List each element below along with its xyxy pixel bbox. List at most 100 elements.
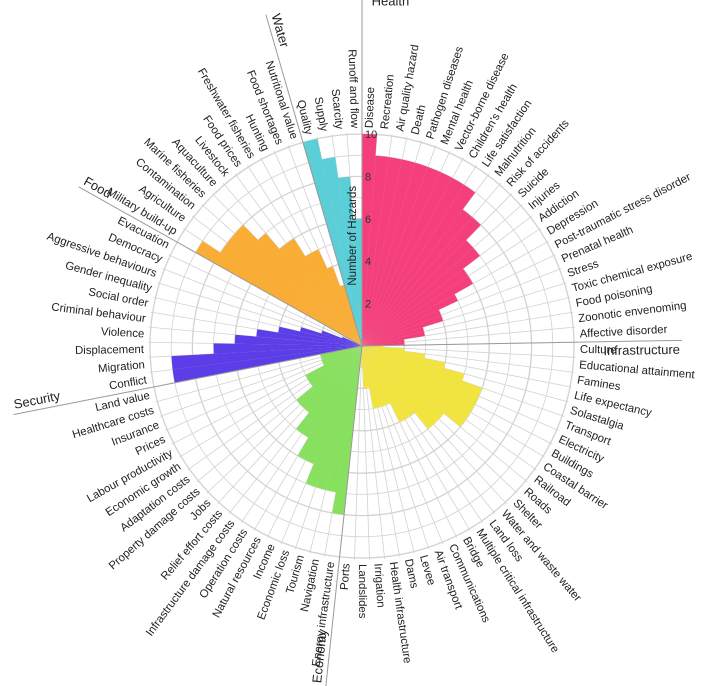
category-label: Dams — [402, 558, 420, 590]
bar-death — [362, 159, 416, 346]
bar-railroad — [362, 346, 466, 427]
bar-economic-loss — [305, 346, 362, 487]
group-labels: HealthInfrastructureEconomySecurityFoodW… — [12, 0, 682, 686]
bar-children-s-health — [362, 178, 465, 346]
group-label-water: Water — [268, 12, 292, 50]
grid-spoke — [361, 254, 556, 347]
category-label: Affective disorder — [579, 324, 668, 341]
bar-prenatal-health — [362, 309, 442, 346]
bar-tourism — [315, 346, 362, 490]
bar-mental-health — [362, 166, 441, 346]
grid-spoke — [196, 345, 363, 483]
grid-spoke — [316, 136, 363, 347]
bar-disease — [362, 134, 377, 346]
category-label: Conflict — [108, 374, 148, 392]
bar-electricity — [362, 346, 479, 405]
grid-spoke — [361, 345, 496, 514]
bar-marine-fisheries — [234, 225, 362, 346]
category-label: Scarcity — [329, 88, 345, 130]
bar-landslides — [361, 346, 363, 368]
category-label: Ports — [339, 563, 353, 591]
bar-zoonotic-envenoming — [362, 339, 405, 346]
bar-shelter — [362, 346, 439, 425]
bar-air-transport — [362, 346, 387, 407]
bar-food-prices — [286, 238, 362, 346]
group-separator — [78, 186, 363, 347]
category-label: Violence — [101, 326, 145, 340]
bar-water-and-waste-water — [362, 346, 434, 430]
bar-pathogen-diseases — [362, 162, 428, 346]
bar-stress — [362, 315, 444, 346]
bar-risk-of-accidents — [362, 216, 481, 346]
grid-spoke — [168, 254, 363, 347]
bar-injuries — [362, 247, 480, 346]
bar-post-traumatic-stress-disorder — [362, 294, 458, 346]
bar-land-loss — [362, 346, 415, 416]
bar-multiple-critical-infrastructure — [362, 346, 410, 420]
group-label-economy: Economy — [309, 628, 330, 684]
bar-malnutrition — [362, 209, 473, 346]
bar-coastal-barrier — [362, 346, 471, 420]
category-label: Recreation — [379, 74, 397, 130]
bar-infrastructure-damage-costs — [296, 346, 362, 434]
group-separator — [13, 345, 363, 415]
bar-property-damage-costs — [296, 346, 362, 405]
bar-depression — [362, 276, 473, 346]
bar-healthcare-costs — [321, 346, 362, 360]
bar-levee — [362, 346, 382, 408]
bar-agriculture — [220, 242, 362, 346]
grid-spoke — [361, 345, 370, 560]
bar-supply — [321, 157, 362, 346]
group-label-security: Security — [12, 388, 61, 412]
bar-dams — [362, 346, 378, 409]
category-label: Irrigation — [371, 563, 386, 608]
bar-air-quality-hazard — [362, 157, 403, 346]
bar-labour-productivity — [305, 346, 362, 380]
bar-livestock — [279, 243, 362, 346]
bar-contamination — [227, 233, 362, 346]
category-label: Landslides — [356, 564, 368, 619]
bar-life-satisfaction — [362, 184, 476, 346]
group-label-infrastructure: Infrastructure — [603, 342, 680, 358]
bar-navigation — [325, 346, 362, 493]
bar-hunting — [311, 249, 362, 346]
bar-recreation — [362, 155, 389, 346]
r-tick-label: 4 — [365, 256, 371, 268]
bar-violence — [234, 334, 362, 346]
bar-scarcity — [338, 176, 362, 346]
group-separator — [361, 339, 682, 347]
bar-toxic-chemical-exposure — [362, 327, 424, 346]
bar-life-expectancy — [362, 346, 446, 369]
bar-roads — [362, 346, 444, 419]
bar-educational-attainment — [362, 346, 405, 352]
bar-nutritional-value — [340, 284, 362, 346]
bar-irrigation — [362, 346, 367, 389]
category-label: Supply — [312, 96, 330, 133]
bar-aggressive-behaviours — [321, 330, 362, 346]
category-label: Migration — [98, 359, 146, 375]
bar-energy-infrastructure — [332, 346, 362, 515]
bar-addiction — [362, 268, 469, 346]
bar-insurance — [321, 346, 362, 363]
bar-prices — [323, 346, 362, 366]
bar-economic-growth — [307, 346, 362, 383]
r-axis-title: Number of Hazards — [347, 186, 359, 286]
bar-migration — [171, 346, 362, 370]
bar-aquaculture — [258, 233, 362, 346]
r-tick-label: 6 — [365, 214, 371, 226]
bar-operation-costs — [302, 346, 362, 438]
group-label-health: Health — [372, 0, 410, 9]
grid-spoke — [280, 345, 363, 545]
bar-runoff-and-flow — [353, 218, 362, 346]
bar-buildings — [362, 346, 476, 413]
bar-natural-resources — [297, 346, 362, 461]
bar-solastalgia — [362, 346, 465, 381]
r-tick-label: 2 — [365, 299, 371, 311]
bar-food-shortages — [327, 266, 362, 346]
category-label: Disease — [364, 87, 377, 129]
bar-food-poisoning — [362, 331, 425, 346]
category-label: Culture — [580, 344, 617, 357]
bar-famines — [362, 346, 426, 359]
bar-jobs — [300, 346, 362, 409]
